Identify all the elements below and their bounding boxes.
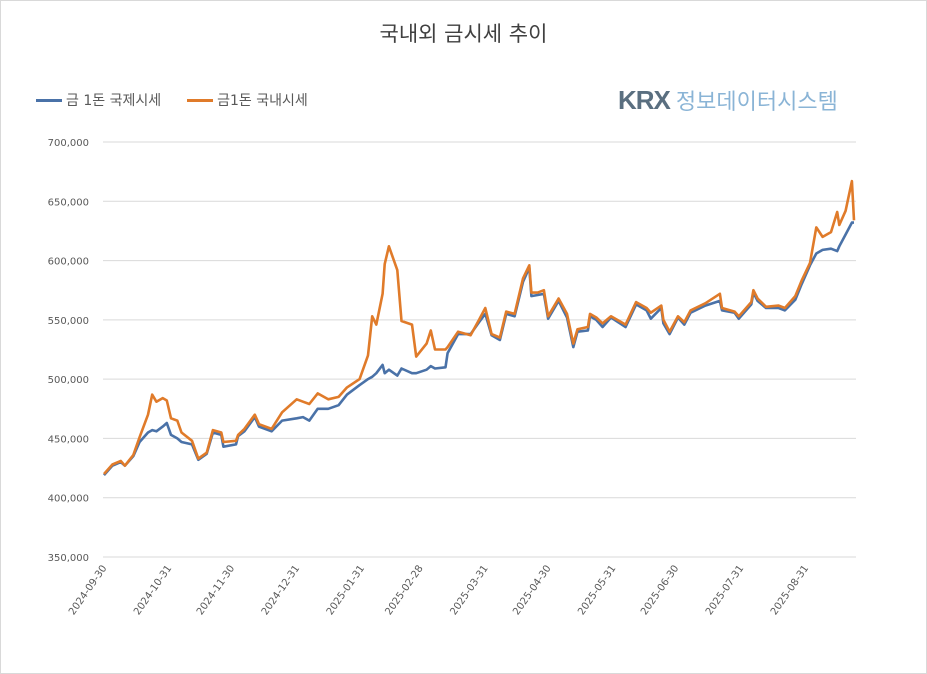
legend: 금 1돈 국제시세 금1돈 국내시세 xyxy=(36,90,308,110)
logo-text: 정보데이터시스템 xyxy=(675,90,838,115)
chart-title: 국내외 금시세 추이 xyxy=(379,22,548,46)
y-tick-label: 650,000 xyxy=(48,197,89,208)
x-tick-label: 2025-01-31 xyxy=(325,563,367,617)
x-tick-label: 2025-08-31 xyxy=(769,563,811,617)
series-line-domestic xyxy=(103,179,856,475)
x-tick-label: 2025-07-31 xyxy=(704,563,746,617)
y-tick-label: 550,000 xyxy=(48,316,89,327)
x-tick-label: 2024-12-31 xyxy=(260,563,302,617)
legend-item-domestic: 금1돈 국내시세 xyxy=(187,90,308,110)
x-tick-label: 2025-03-31 xyxy=(448,563,490,617)
x-tick-label: 2024-11-30 xyxy=(195,563,237,617)
legend-swatch-domestic xyxy=(187,98,214,102)
legend-item-international: 금 1돈 국제시세 xyxy=(36,90,161,110)
y-tick-label: 450,000 xyxy=(48,434,89,445)
y-tick-label: 400,000 xyxy=(48,494,89,505)
y-tick-label: 350,000 xyxy=(48,553,89,564)
legend-swatch-international xyxy=(36,98,62,102)
x-tick-label: 2025-06-30 xyxy=(639,563,681,617)
x-tick-label: 2025-05-31 xyxy=(576,563,618,617)
legend-label-international: 금 1돈 국제시세 xyxy=(66,93,162,109)
legend-label-domestic: 금1돈 국내시세 xyxy=(217,93,308,109)
x-tick-label: 2025-02-28 xyxy=(383,563,425,617)
y-tick-label: 700,000 xyxy=(48,138,89,149)
x-tick-label: 2025-04-30 xyxy=(511,563,553,617)
y-tick-label: 500,000 xyxy=(48,375,89,386)
logo-brand: KRX xyxy=(618,85,671,115)
x-tick-label: 2024-09-30 xyxy=(67,563,109,617)
x-tick-label: 2024-10-31 xyxy=(132,563,174,617)
krx-logo: KRX 정보데이터시스템 xyxy=(618,84,838,116)
y-tick-label: 600,000 xyxy=(48,257,89,268)
